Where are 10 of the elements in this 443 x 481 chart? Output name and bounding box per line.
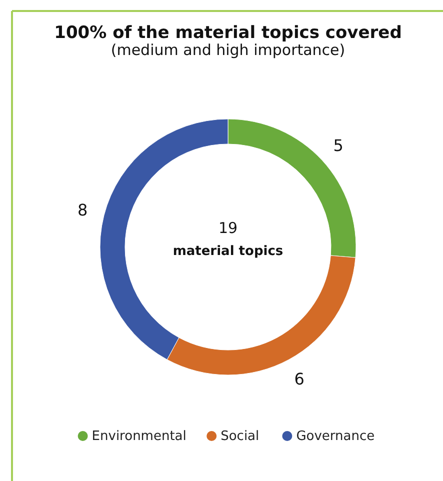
legend-label: Governance <box>296 429 375 444</box>
chart-subtitle: (medium and high importance) <box>110 41 346 59</box>
data-label: 6 <box>294 369 304 388</box>
legend-label: Social <box>220 429 260 444</box>
chart-title: 100% of the material topics covered <box>54 23 402 43</box>
text: material topics <box>172 244 284 259</box>
data-label: 8 <box>77 200 88 220</box>
text: 19 <box>218 219 238 237</box>
data-label: 5 <box>333 136 344 155</box>
legend-label: Environmental <box>92 429 186 444</box>
